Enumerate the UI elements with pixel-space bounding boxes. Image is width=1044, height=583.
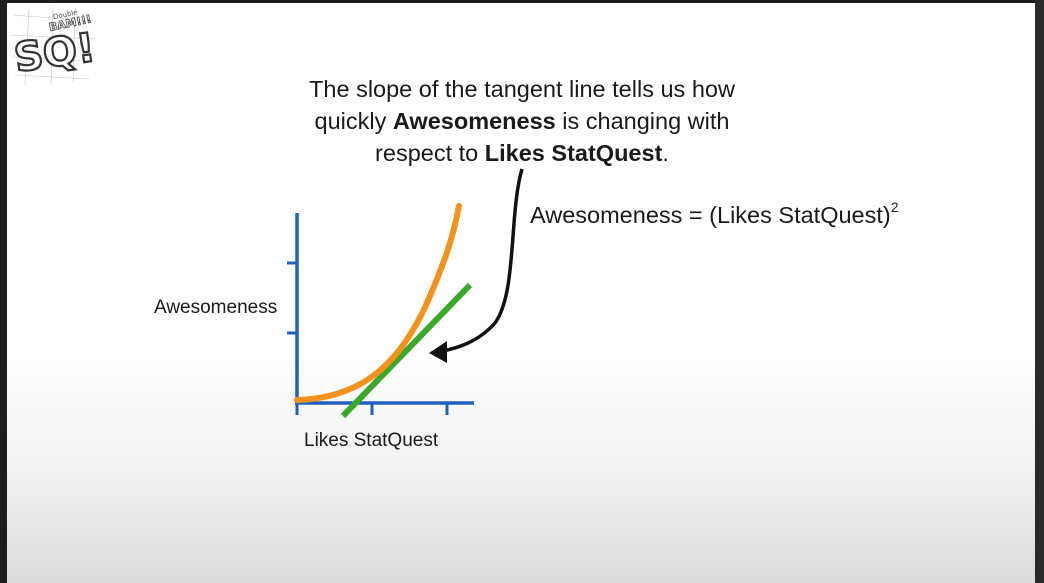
caption-bold: Likes StatQuest	[484, 140, 663, 166]
caption-text: quickly	[314, 108, 393, 134]
window-edge	[1035, 0, 1044, 583]
caption-line-1: The slope of the tangent line tells us h…	[309, 76, 735, 102]
tangent-line	[340, 282, 473, 419]
caption-text: respect to	[375, 140, 485, 166]
pointer-arrow	[438, 168, 524, 354]
equation-exponent: 2	[890, 199, 899, 215]
equation-text: Awesomeness = (Likes StatQuest)	[530, 202, 891, 228]
equation: Awesomeness = (Likes StatQuest)2	[530, 199, 899, 229]
graph	[287, 168, 524, 419]
caption-line-2: quickly Awesomeness is changing with	[227, 105, 817, 137]
slide: SQ! BAM!!! Double The slope of the tange…	[7, 3, 1035, 583]
caption-line-3: respect to Likes StatQuest.	[227, 137, 817, 169]
y-axis-label: Awesomeness	[154, 297, 278, 318]
caption-text: is changing with	[555, 108, 730, 134]
caption-bold: Awesomeness	[392, 108, 556, 134]
x-axis-label: Likes StatQuest	[304, 430, 439, 451]
caption-text: .	[662, 140, 669, 166]
arrowhead-icon	[429, 341, 447, 363]
statquest-logo-icon: SQ! BAM!!! Double	[10, 6, 99, 86]
awesomeness-curve	[294, 203, 462, 403]
caption: The slope of the tangent line tells us h…	[227, 73, 817, 169]
